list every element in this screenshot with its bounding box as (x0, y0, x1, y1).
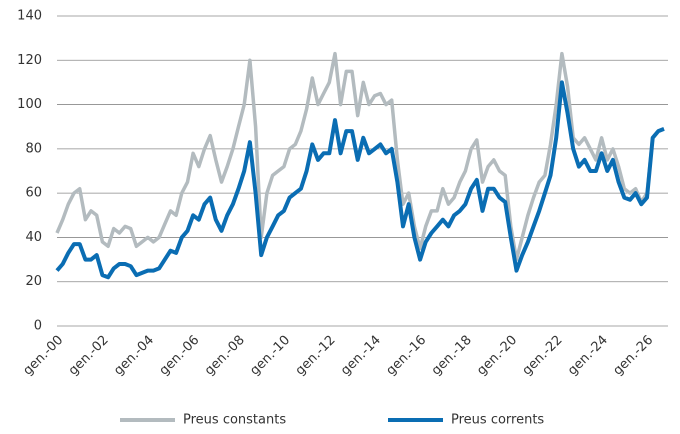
x-tick-label: gen.-10 (247, 333, 293, 379)
x-tick-label: gen.-16 (384, 333, 430, 379)
x-tick-label: gen.-14 (338, 333, 384, 379)
x-tick-label: gen.-12 (293, 333, 339, 379)
x-tick-label: gen.-08 (202, 333, 248, 379)
legend-label: Preus corrents (451, 413, 544, 428)
series-line (55, 51, 665, 262)
y-tick-label: 20 (25, 274, 42, 289)
y-tick-label: 140 (17, 9, 42, 24)
x-tick-label: gen.-20 (474, 333, 520, 379)
x-tick-label: gen.-24 (565, 333, 611, 379)
y-tick-label: 80 (25, 141, 42, 156)
y-tick-label: 120 (17, 53, 42, 68)
x-tick-label: gen.-02 (66, 333, 112, 379)
y-tick-label: 40 (25, 230, 42, 245)
y-tick-label: 0 (34, 319, 42, 334)
x-tick-label: gen.-26 (610, 333, 656, 379)
x-tick-label: gen.-18 (429, 333, 475, 379)
legend-label: Preus constants (183, 413, 286, 428)
series-line (55, 80, 665, 280)
x-tick-label: gen.-04 (111, 333, 157, 379)
y-tick-label: 100 (17, 97, 42, 112)
x-tick-label: gen.-06 (157, 333, 203, 379)
x-tick-label: gen.-22 (520, 333, 566, 379)
x-tick-label: gen.-00 (20, 333, 66, 379)
y-tick-label: 60 (25, 186, 42, 201)
